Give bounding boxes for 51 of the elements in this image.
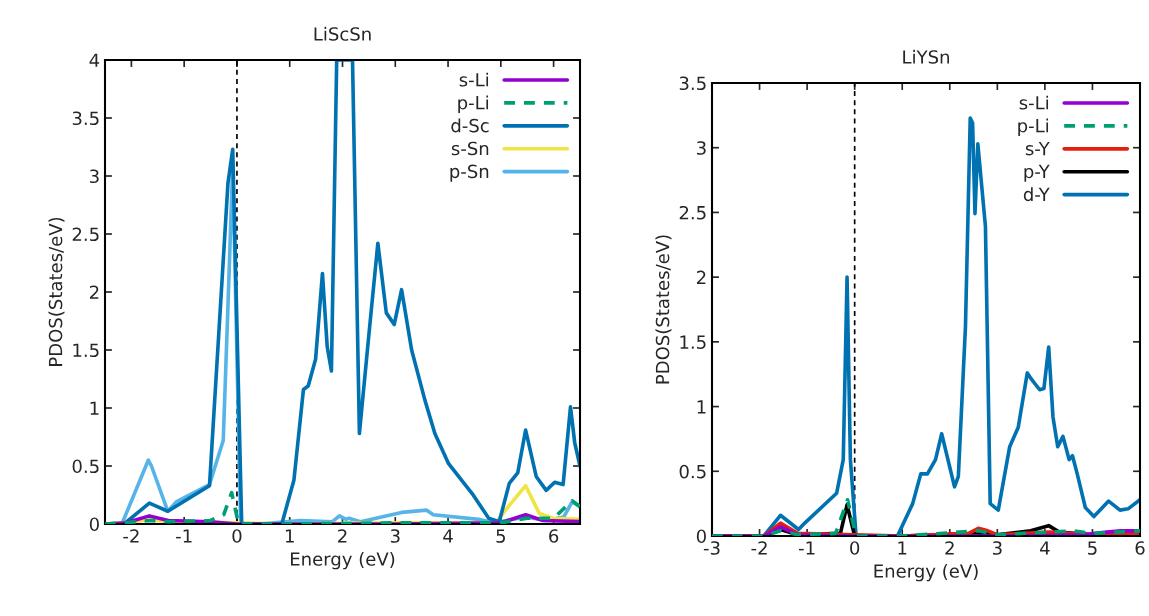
x-axis-title: Energy (eV) xyxy=(874,563,978,582)
y-tick-label: 1.5 xyxy=(680,335,706,349)
y-axis-title: PDOS(States/eV) xyxy=(48,217,65,366)
x-tick-label: 2 xyxy=(945,541,954,555)
x-tick-label: -2 xyxy=(123,529,139,543)
legend-label: s-Li xyxy=(1019,95,1049,110)
legend-label: s-Y xyxy=(1025,141,1050,156)
x-tick-label: 4 xyxy=(443,529,453,543)
legend-label: p-Sn xyxy=(450,164,489,182)
y-tick-label: 3 xyxy=(90,169,99,184)
y-tick-label: 1 xyxy=(90,401,99,415)
x-tick-label: 3 xyxy=(992,541,1002,555)
y-tick-label: 4 xyxy=(89,53,100,67)
y-tick-label: 3.5 xyxy=(679,76,706,91)
x-tick-label: 1 xyxy=(898,541,907,555)
legend-label: s-Li xyxy=(459,72,489,87)
legend-label: d-Sc xyxy=(451,118,489,133)
y-tick-label: 2 xyxy=(89,285,99,299)
y-tick-label: 3.5 xyxy=(72,111,99,126)
y-tick-label: 0 xyxy=(89,517,99,532)
y-tick-label: 2.5 xyxy=(679,205,706,220)
legend-label: p-Li xyxy=(1018,118,1049,136)
y-tick-label: 2 xyxy=(696,270,706,284)
y-axis-title: PDOS(States/eV) xyxy=(655,235,672,384)
x-axis-title: Energy (eV) xyxy=(291,551,395,570)
y-tick-label: 0.5 xyxy=(679,464,706,479)
legend-label: d-Y xyxy=(1023,187,1050,202)
y-tick-label: 0.5 xyxy=(72,459,99,474)
y-tick-label: 2.5 xyxy=(72,227,99,242)
x-tick-label: -3 xyxy=(703,541,720,555)
x-tick-label: -1 xyxy=(798,541,815,555)
chart-title: LiScSn xyxy=(314,26,371,41)
chart-title: LiYSn xyxy=(903,49,949,64)
x-tick-label: 5 xyxy=(1088,541,1097,555)
x-tick-label: 1 xyxy=(285,529,294,543)
x-tick-label: 0 xyxy=(850,541,860,555)
legend-label: p-Y xyxy=(1024,164,1050,182)
x-tick-label: 5 xyxy=(496,529,505,543)
legend-label: p-Li xyxy=(458,95,489,113)
y-tick-label: 1.5 xyxy=(73,343,99,358)
x-tick-label: 6 xyxy=(549,529,559,543)
x-tick-label: 6 xyxy=(1135,541,1145,555)
x-tick-label: -2 xyxy=(751,541,767,555)
x-tick-label: 0 xyxy=(232,529,242,543)
x-tick-label: -1 xyxy=(176,529,192,543)
x-tick-label: 4 xyxy=(1040,541,1050,555)
legend-label: s-Sn xyxy=(451,141,489,156)
x-tick-label: 2 xyxy=(338,529,347,543)
y-tick-label: 1 xyxy=(697,400,706,414)
x-tick-label: 3 xyxy=(390,529,400,543)
y-tick-label: 3 xyxy=(697,141,706,155)
